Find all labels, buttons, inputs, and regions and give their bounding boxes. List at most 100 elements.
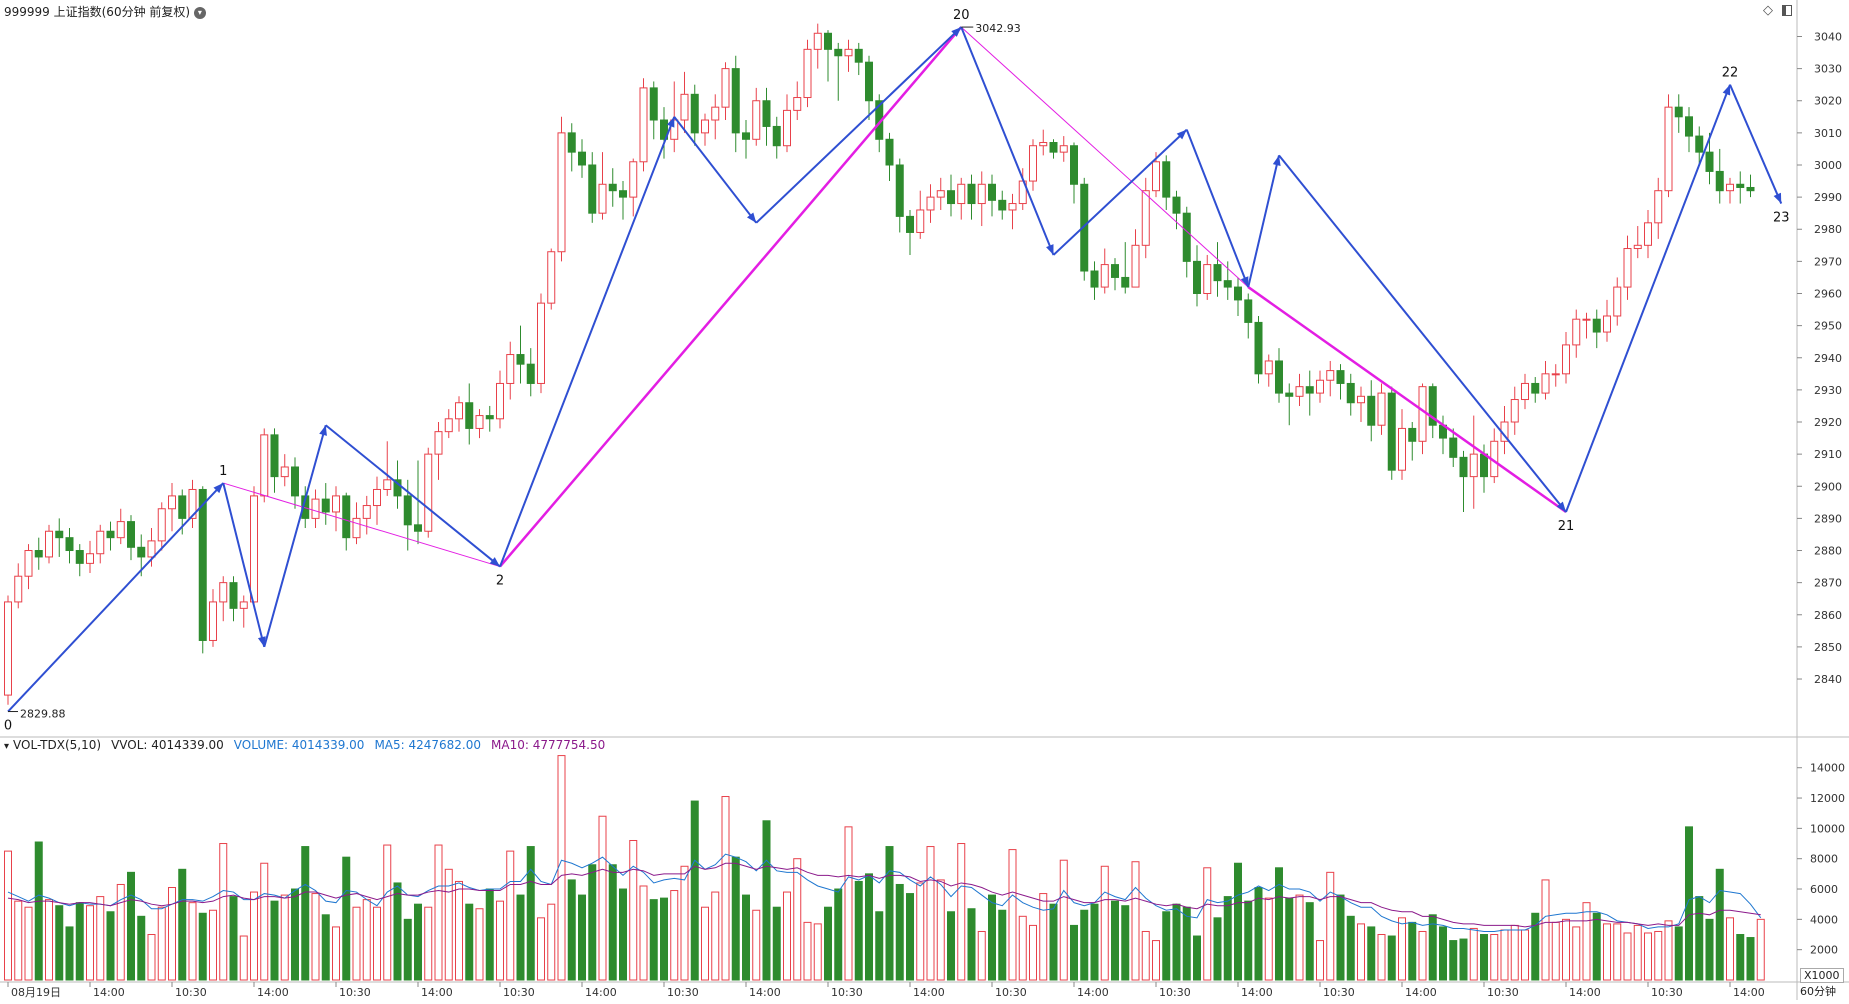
panel-toggle-icon[interactable]: [1782, 5, 1792, 16]
candle-body: [1305, 386, 1314, 394]
volume-bar: [424, 906, 433, 981]
volume-bar: [1541, 879, 1550, 981]
volume-tick-label: 14000: [1810, 762, 1845, 775]
volume-bar: [711, 891, 720, 981]
candle-body: [742, 132, 750, 140]
candle-body: [916, 209, 925, 233]
volume-bar: [1131, 861, 1140, 981]
wave-label: 2: [496, 574, 504, 589]
wave-line-blue: [499, 116, 676, 567]
candle-body: [55, 530, 64, 539]
volume-bar: [813, 923, 822, 981]
candle-body: [137, 546, 146, 558]
wave-arrow-head: [1722, 84, 1731, 96]
wave-arrow-head: [1176, 129, 1187, 140]
price-tick-label: 3010: [1814, 127, 1842, 140]
scale-label: X1000: [1800, 968, 1844, 983]
volume-bar: [578, 894, 586, 981]
volume-bar: [332, 926, 340, 981]
wave-line-blue: [960, 26, 1055, 256]
volume-bar: [45, 899, 53, 981]
time-tick-label: 14:00: [257, 986, 289, 999]
volume-bar: [1111, 900, 1119, 981]
volume-bar: [1223, 896, 1232, 981]
volume-bar: [147, 934, 156, 981]
candle-body: [1572, 318, 1581, 346]
candle-body: [731, 68, 740, 134]
volume-bar: [762, 820, 771, 981]
candle-body: [1715, 170, 1724, 192]
wave-line-blue: [1278, 154, 1567, 513]
wave-label: 0: [4, 719, 12, 734]
candle-body: [1213, 264, 1222, 282]
period-label[interactable]: 60分钟: [1800, 983, 1836, 999]
price-tick-label: 3000: [1814, 159, 1842, 172]
volume-bar: [1100, 865, 1109, 981]
volume-tick-label: 8000: [1810, 853, 1838, 866]
candle-body: [578, 151, 586, 166]
volume-bar: [1510, 924, 1519, 981]
volume-bar: [352, 906, 361, 981]
volume-bar: [547, 903, 556, 981]
volume-bar: [403, 918, 412, 981]
candle-body: [1264, 360, 1273, 375]
volume-bar: [834, 888, 843, 981]
volume-bar: [1377, 934, 1386, 981]
wave-arrow-head: [666, 116, 675, 128]
volume-bar: [1674, 926, 1683, 981]
candle-body: [547, 251, 556, 304]
volume-bar: [701, 906, 709, 981]
time-tick-label: 10:30: [831, 986, 863, 999]
candle-body: [1387, 392, 1396, 471]
volume-bar: [1715, 868, 1724, 981]
time-tick-label: 14:00: [585, 986, 617, 999]
candle-body: [270, 434, 279, 478]
wave-label: 22: [1722, 66, 1739, 81]
volume-bar: [1193, 935, 1201, 981]
chart-title-bar: 999999 上证指数(60分钟 前复权) ▾: [4, 3, 206, 20]
candle-body: [1254, 321, 1263, 375]
wave-line-blue: [1729, 84, 1783, 204]
wave-arrow-head: [1272, 155, 1281, 167]
title-dropdown-icon[interactable]: ▾: [193, 6, 206, 19]
volume-bar: [1490, 934, 1499, 981]
candle-body: [332, 495, 340, 513]
time-tick-label: 10:30: [175, 986, 207, 999]
wave-arrow-head: [213, 483, 224, 494]
price-tick-label: 2940: [1814, 352, 1842, 365]
volume-bar: [670, 890, 679, 981]
wave-line-blue: [263, 424, 327, 648]
volume-bar: [168, 887, 176, 981]
volume-bar: [198, 912, 207, 981]
candle-body: [1510, 399, 1519, 423]
volume-bar: [1244, 900, 1253, 981]
volume-indicator-name: VOL-TDX(5,10): [13, 738, 102, 752]
diamond-icon[interactable]: ◇: [1763, 3, 1773, 18]
volume-bar: [1756, 918, 1765, 981]
candle-body: [116, 521, 125, 539]
wave-arrow-head: [1773, 192, 1782, 204]
candle-body: [865, 61, 873, 102]
volume-bar: [1439, 926, 1447, 981]
candle-body: [885, 138, 894, 166]
volume-bar: [926, 846, 935, 981]
candle-body: [1726, 183, 1734, 192]
time-tick-label: 14:00: [1405, 986, 1437, 999]
wave-line-magenta: [960, 26, 1249, 288]
candle-body: [127, 521, 135, 548]
volume-bar: [178, 868, 187, 981]
candle-body: [178, 495, 187, 519]
volume-bar: [721, 796, 730, 981]
candle-body: [1070, 145, 1078, 185]
volume-toggle-icon[interactable]: ▾: [4, 741, 10, 752]
candle-body: [1336, 370, 1345, 384]
wave-line-blue: [1565, 84, 1731, 513]
price-tick-label: 2930: [1814, 384, 1842, 397]
candle-body: [721, 68, 730, 108]
volume-bar: [55, 905, 64, 981]
volume-bar: [1295, 894, 1304, 981]
candle-body: [1131, 244, 1140, 288]
volume-bar: [157, 906, 166, 981]
volume-bar: [916, 882, 925, 981]
